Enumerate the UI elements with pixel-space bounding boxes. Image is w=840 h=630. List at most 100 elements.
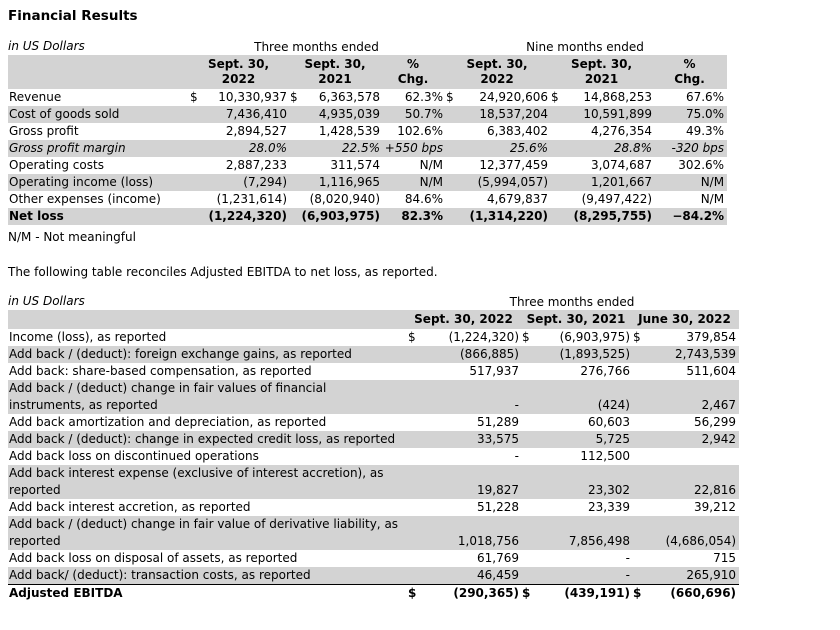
value-cell: (1,314,220) xyxy=(446,208,552,225)
value-cell: (4,686,054) xyxy=(633,516,740,550)
table-row: Gross profit 2,894,527 1,428,539 102.6% 6,38… xyxy=(8,123,727,140)
currency-value: $6,363,578 xyxy=(290,89,380,106)
units-label: in US Dollars xyxy=(8,294,85,308)
value-cell: (1,224,320) xyxy=(190,208,290,225)
currency-symbol: $ xyxy=(190,90,198,104)
currency-value: $ (6,903,975) xyxy=(522,329,630,346)
value-cell: 1,428,539 xyxy=(318,124,380,138)
row-label: Operating costs xyxy=(9,158,104,172)
value-cell: $ (1,224,320) xyxy=(408,329,522,346)
column-header: June 30, 2022 xyxy=(633,310,740,329)
row-label: Other expenses (income) xyxy=(9,192,161,206)
table-row: Net loss (1,224,320) (6,903,975) 82.3% (1,31… xyxy=(8,208,728,225)
value-cell: 46,459 xyxy=(408,567,522,585)
column-header: Sept. 30, 2022 xyxy=(446,55,552,89)
value-cell: N/M xyxy=(655,174,728,191)
currency-value: $ (660,696) xyxy=(633,585,736,602)
value-cell: $ (660,696) xyxy=(633,584,740,602)
value-cell: - xyxy=(522,567,633,585)
value-cell: 7,856,498 xyxy=(522,516,633,550)
value-cell: 511,604 xyxy=(686,364,737,378)
cell-value: (1,224,320) xyxy=(448,330,519,344)
column-header: Sept. 30, 2021 xyxy=(551,55,656,89)
value-cell: 56,299 xyxy=(694,415,737,429)
value-cell: 311,574 xyxy=(330,158,380,172)
value-cell: 1,201,667 xyxy=(551,174,656,191)
value-cell: 18,537,204 xyxy=(446,106,552,123)
row-label: Add back / (deduct): change in expected … xyxy=(8,431,408,448)
value-cell: 75.0% xyxy=(655,106,728,123)
group-header-three-months: Three months ended xyxy=(254,40,379,54)
value-cell: N/M xyxy=(383,174,447,191)
value-cell: (8,020,940) xyxy=(309,192,380,206)
row-label: Add back interest accretion, as reported xyxy=(9,500,251,514)
column-header-row: Sept. 30, 2022 Sept. 30, 2021 June 30, 202… xyxy=(8,310,740,329)
value-cell: (9,497,422) xyxy=(581,192,653,206)
value-cell: $24,920,606 xyxy=(446,89,551,106)
currency-symbol: $ xyxy=(633,586,642,600)
value-cell: 102.6% xyxy=(397,124,444,138)
currency-symbol: $ xyxy=(408,586,417,600)
currency-symbol: $ xyxy=(522,330,530,344)
value-cell: 60,603 xyxy=(588,415,630,429)
value-cell: 302.6% xyxy=(678,158,725,172)
value-cell: - xyxy=(408,380,522,414)
value-cell: - xyxy=(514,449,519,463)
table-row: Add back / (deduct) change in fair value… xyxy=(8,516,740,550)
row-label: Cost of goods sold xyxy=(8,106,190,123)
currency-symbol: $ xyxy=(290,90,298,104)
row-label: Add back amortization and depreciation, … xyxy=(9,415,327,429)
value-cell: 51,289 xyxy=(477,415,519,429)
document: Financial Results in US Dollars Three mo… xyxy=(8,8,740,602)
value-cell: 6,383,402 xyxy=(486,124,549,138)
table-row: Add back loss on discontinued operations… xyxy=(8,448,739,465)
ebitda-reconciliation-table: in US Dollars Three months ended Sept. 3… xyxy=(8,293,740,602)
value-cell: (5,994,057) xyxy=(446,174,552,191)
value-cell: 2,467 xyxy=(633,380,740,414)
table-row: Add back loss on disposal of assets, as … xyxy=(8,550,739,567)
row-label: Gross profit xyxy=(9,124,79,138)
currency-symbol: $ xyxy=(522,586,531,600)
row-label: Income (loss), as reported xyxy=(9,330,167,344)
value-cell: $379,854 xyxy=(633,329,739,346)
value-cell: 28.0% xyxy=(190,140,290,157)
value-cell: 25.6% xyxy=(446,140,552,157)
currency-value: $ (439,191) xyxy=(522,585,630,602)
table-row: Add back / (deduct): foreign exchange ga… xyxy=(8,346,740,363)
value-cell: $6,363,578 xyxy=(290,89,383,106)
table-row: Operating costs 2,887,233 311,574 N/M 12,377… xyxy=(8,157,727,174)
table-row: Add back/ (deduct): transaction costs, a… xyxy=(8,567,740,585)
column-header: % Chg. xyxy=(655,55,728,89)
cell-value: 10,330,937 xyxy=(218,90,287,104)
value-cell: 4,935,039 xyxy=(290,106,383,123)
row-label: Operating income (loss) xyxy=(8,174,190,191)
value-cell: 28.8% xyxy=(551,140,656,157)
page-title: Financial Results xyxy=(8,8,138,24)
currency-symbol: $ xyxy=(446,90,454,104)
value-cell: (866,885) xyxy=(408,346,522,363)
value-cell: 4,276,354 xyxy=(590,124,653,138)
value-cell: N/M xyxy=(700,192,725,206)
value-cell: 715 xyxy=(713,551,737,565)
cell-value: 379,854 xyxy=(686,330,737,344)
row-label: Add back: share-based compensation, as r… xyxy=(9,364,312,378)
value-cell: $ (439,191) xyxy=(522,584,633,602)
reconciliation-paragraph: The following table reconciles Adjusted … xyxy=(8,265,438,279)
value-cell: 23,339 xyxy=(588,500,630,514)
column-header-row: Sept. 30, 2022 Sept. 30, 2021% Chg. Sept. … xyxy=(8,55,728,89)
table-row: Add back interest expense (exclusive of … xyxy=(8,465,740,499)
value-cell: 1,116,965 xyxy=(290,174,383,191)
table-row: Other expenses (income) (1,231,614) (8,020… xyxy=(8,191,727,208)
value-cell: (6,903,975) xyxy=(290,208,383,225)
units-label: in US Dollars xyxy=(8,39,85,53)
row-label: Add back/ (deduct): transaction costs, a… xyxy=(8,567,408,585)
table-row: Add back amortization and depreciation, … xyxy=(8,414,739,431)
cell-value: (290,365) xyxy=(453,586,519,600)
value-cell: 50.7% xyxy=(383,106,447,123)
currency-value: $ (290,365) xyxy=(408,585,519,602)
row-label: Add back loss on discontinued operations xyxy=(9,449,259,463)
value-cell: 62.3% xyxy=(404,90,444,104)
group-header-nine-months: Nine months ended xyxy=(526,40,644,54)
value-cell: - xyxy=(625,551,630,565)
header-corner-cell xyxy=(8,310,408,329)
